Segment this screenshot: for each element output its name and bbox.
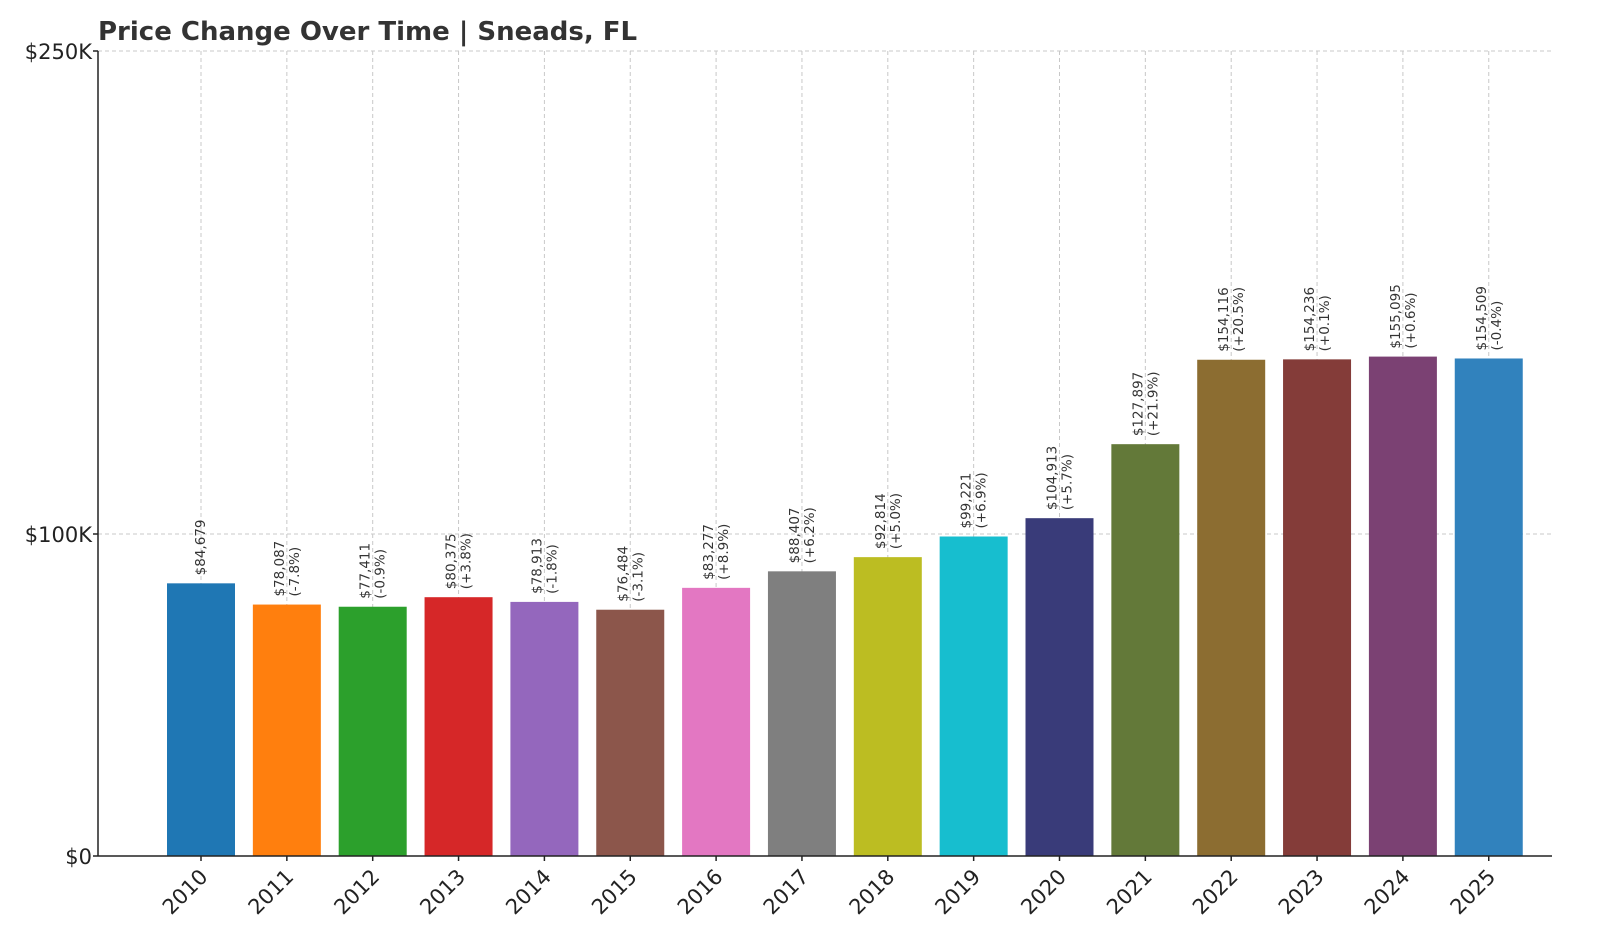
change-label: (-1.8%) [544, 544, 560, 594]
value-label: $155,095 [1388, 284, 1404, 348]
x-tick-label: 2018 [845, 865, 900, 920]
change-label: (+6.9%) [974, 472, 990, 528]
change-label: (+0.1%) [1317, 295, 1333, 351]
value-label: $78,913 [529, 538, 545, 594]
change-label: (-0.4%) [1489, 301, 1505, 351]
x-tick-label: 2011 [244, 865, 299, 920]
bar-2020 [1025, 518, 1094, 856]
x-tick-label: 2012 [329, 865, 384, 920]
value-label: $76,484 [615, 546, 631, 602]
data-label-2011: $78,087 (-7.8%) [272, 541, 303, 597]
value-label: $92,814 [873, 493, 889, 549]
data-label-2013: $80,375 (+3.8%) [444, 533, 475, 589]
change-label: (-0.9%) [373, 549, 389, 599]
change-label: (+6.2%) [802, 507, 818, 563]
value-label: $99,221 [959, 473, 975, 529]
x-tick-label: 2016 [673, 865, 728, 920]
bars-layer [167, 356, 1523, 856]
y-tick-label: $0 [65, 845, 92, 869]
bar-2013 [424, 597, 493, 856]
change-label: (+21.9%) [1145, 371, 1161, 436]
data-label-2012: $77,411 (-0.9%) [358, 543, 389, 599]
x-tick-label: 2015 [587, 865, 642, 920]
value-label: $78,087 [272, 541, 288, 597]
change-label: (+5.7%) [1060, 454, 1076, 510]
data-label-2020: $104,913 (+5.7%) [1045, 446, 1076, 510]
value-label: $83,277 [701, 524, 717, 580]
data-label-2024: $155,095 (+0.6%) [1388, 284, 1419, 348]
x-tick-label: 2013 [415, 865, 470, 920]
bar-2017 [767, 571, 836, 856]
bar-2024 [1368, 356, 1437, 856]
x-tick-label: 2019 [930, 865, 985, 920]
bar-2016 [682, 587, 751, 856]
change-label: (+20.5%) [1231, 287, 1247, 352]
data-label-2018: $92,814 (+5.0%) [873, 493, 904, 549]
value-label: $77,411 [358, 543, 374, 599]
change-label: (+8.9%) [716, 524, 732, 580]
bar-2015 [596, 609, 665, 856]
bar-2012 [338, 606, 407, 856]
value-label: $154,236 [1302, 287, 1318, 351]
data-label-2025: $154,509 (-0.4%) [1474, 286, 1505, 350]
change-label: (+3.8%) [459, 533, 475, 589]
x-tick-label: 2021 [1102, 865, 1157, 920]
data-label-2022: $154,116 (+20.5%) [1216, 287, 1247, 352]
bar-2021 [1111, 444, 1180, 856]
data-label-2015: $76,484 (-3.1%) [615, 546, 646, 602]
data-label-2014: $78,913 (-1.8%) [529, 538, 560, 594]
data-label-2016: $83,277 (+8.9%) [701, 524, 732, 580]
change-label: (+5.0%) [888, 493, 904, 549]
change-label: (-3.1%) [630, 552, 646, 602]
bar-2010 [167, 583, 235, 856]
y-tick-label: $100K [25, 523, 93, 547]
data-label-2021: $127,897 (+21.9%) [1130, 371, 1161, 436]
bar-2025 [1454, 358, 1523, 856]
value-label: $84,679 [193, 520, 209, 576]
change-label: (-7.8%) [287, 547, 303, 597]
value-label: $80,375 [444, 533, 460, 589]
value-label: $154,116 [1216, 287, 1232, 351]
x-tick-label: 2023 [1274, 865, 1329, 920]
x-tick-label: 2020 [1016, 865, 1071, 920]
y-tick-label: $250K [25, 40, 93, 64]
value-label: $104,913 [1045, 446, 1061, 510]
data-label-2023: $154,236 (+0.1%) [1302, 287, 1333, 351]
value-label: $88,407 [787, 508, 803, 564]
bar-2018 [853, 557, 922, 856]
x-tick-label: 2014 [501, 865, 556, 920]
x-tick-label: 2025 [1446, 865, 1501, 920]
x-tick-label: 2010 [158, 865, 213, 920]
x-tick-label: 2024 [1360, 865, 1415, 920]
bar-2022 [1197, 359, 1266, 856]
value-label: $154,509 [1474, 286, 1490, 350]
data-label-2017: $88,407 (+6.2%) [787, 507, 818, 563]
data-labels-layer: $84,679 $78,087 (-7.8%) $77,411 (-0.9%) $80,3… [193, 284, 1505, 602]
value-label: $127,897 [1130, 372, 1146, 436]
data-label-2019: $99,221 (+6.9%) [959, 472, 990, 528]
data-label-2010: $84,679 [193, 520, 209, 576]
bar-2023 [1283, 359, 1352, 856]
bar-2011 [252, 604, 321, 856]
bar-2014 [510, 601, 579, 856]
bar-2019 [939, 536, 1008, 856]
x-tick-label: 2022 [1188, 865, 1243, 920]
chart-title: Price Change Over Time | Sneads, FL [98, 17, 637, 47]
x-tick-label: 2017 [759, 865, 814, 920]
change-label: (+0.6%) [1403, 292, 1419, 348]
